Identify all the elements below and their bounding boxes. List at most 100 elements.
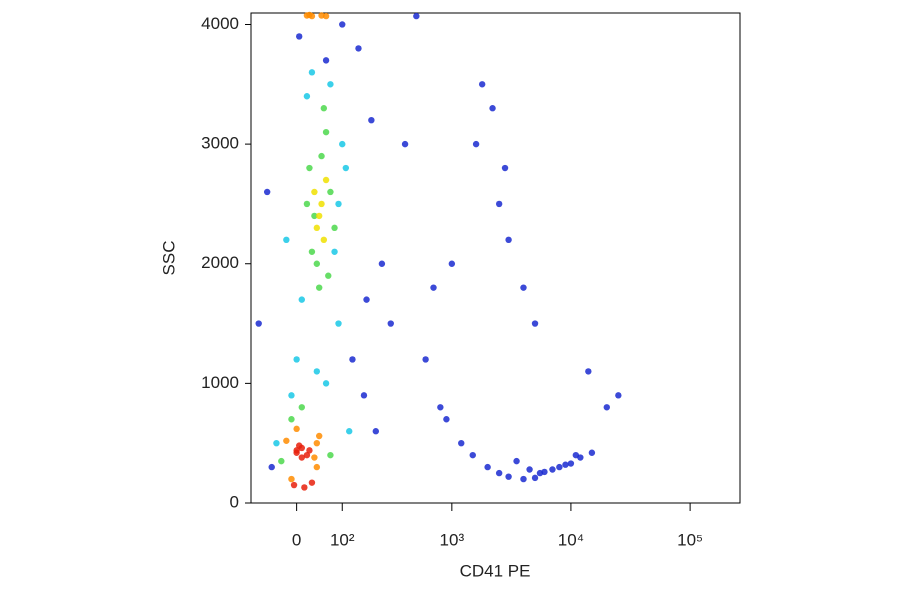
event-point bbox=[298, 454, 305, 461]
event-point bbox=[562, 461, 569, 468]
event-point bbox=[316, 284, 323, 291]
event-point bbox=[322, 128, 330, 136]
event-point bbox=[278, 457, 285, 465]
event-point bbox=[495, 200, 503, 208]
event-point bbox=[306, 164, 313, 172]
event-point bbox=[303, 200, 311, 208]
event-point bbox=[469, 451, 476, 459]
x-tick-label: 0 bbox=[292, 530, 301, 549]
event-point bbox=[311, 454, 318, 461]
event-point bbox=[322, 12, 330, 20]
event-point bbox=[505, 473, 512, 480]
event-point bbox=[437, 404, 444, 411]
event-point bbox=[520, 475, 527, 483]
x-tick-label: 10⁵ bbox=[677, 530, 703, 549]
event-point bbox=[368, 116, 375, 124]
event-point bbox=[531, 320, 539, 327]
event-point bbox=[320, 236, 328, 244]
event-point bbox=[290, 481, 298, 489]
event-point bbox=[273, 439, 280, 447]
event-point bbox=[263, 188, 271, 196]
event-point bbox=[585, 368, 592, 375]
event-point bbox=[505, 236, 512, 244]
event-point bbox=[303, 93, 311, 100]
y-tick-label: 2000 bbox=[201, 253, 239, 272]
event-point bbox=[430, 284, 437, 291]
event-point bbox=[484, 463, 491, 471]
event-point bbox=[513, 457, 520, 465]
event-point bbox=[531, 474, 539, 482]
plot-frame bbox=[250, 12, 741, 504]
event-point bbox=[501, 164, 509, 172]
event-point bbox=[296, 442, 303, 449]
event-point bbox=[255, 320, 262, 327]
x-tick-label: 10² bbox=[330, 530, 355, 549]
event-point bbox=[413, 12, 420, 20]
event-point bbox=[363, 296, 370, 303]
event-point bbox=[325, 272, 332, 279]
event-point bbox=[603, 404, 610, 411]
event-point bbox=[346, 428, 353, 435]
event-point bbox=[327, 81, 334, 88]
event-point bbox=[313, 439, 321, 447]
event-point bbox=[335, 200, 342, 208]
event-point bbox=[318, 200, 325, 208]
y-tick-label: 1000 bbox=[201, 373, 239, 392]
event-point bbox=[526, 466, 533, 473]
event-point bbox=[422, 356, 429, 363]
event-point bbox=[303, 451, 311, 459]
event-point bbox=[322, 176, 330, 184]
event-point bbox=[372, 428, 380, 435]
event-point bbox=[556, 463, 563, 471]
event-point bbox=[322, 380, 330, 387]
event-point bbox=[349, 356, 356, 363]
event-point bbox=[308, 248, 316, 255]
event-point bbox=[298, 404, 305, 411]
event-point bbox=[549, 466, 556, 473]
x-tick-label: 10³ bbox=[440, 530, 465, 549]
event-point bbox=[339, 21, 346, 28]
event-point bbox=[588, 449, 596, 456]
event-point bbox=[298, 296, 305, 303]
x-tick-label: 10⁴ bbox=[558, 530, 584, 549]
event-point bbox=[495, 469, 503, 477]
event-point bbox=[448, 260, 456, 267]
event-point bbox=[331, 224, 338, 232]
y-tick-label: 0 bbox=[230, 492, 239, 511]
event-point bbox=[316, 212, 323, 220]
event-point bbox=[331, 248, 338, 255]
event-point bbox=[318, 152, 325, 160]
event-point bbox=[443, 416, 450, 423]
event-point bbox=[322, 57, 330, 64]
event-point bbox=[342, 164, 350, 172]
y-axis-label: SSC bbox=[159, 241, 178, 276]
event-point bbox=[327, 451, 334, 459]
event-point bbox=[615, 392, 622, 399]
event-point bbox=[293, 447, 300, 454]
event-point bbox=[520, 284, 527, 291]
event-point bbox=[313, 463, 321, 471]
event-point bbox=[478, 81, 486, 88]
event-point bbox=[320, 105, 328, 112]
y-tick-label: 3000 bbox=[201, 134, 239, 153]
event-point bbox=[335, 320, 342, 327]
event-point bbox=[283, 236, 290, 244]
event-point bbox=[313, 260, 321, 267]
event-point bbox=[293, 356, 300, 363]
event-point bbox=[355, 45, 362, 52]
event-point bbox=[311, 212, 318, 220]
event-point bbox=[313, 224, 321, 232]
event-point bbox=[327, 188, 334, 196]
event-point bbox=[311, 188, 318, 196]
event-point bbox=[301, 484, 308, 491]
event-point bbox=[293, 425, 300, 433]
event-point bbox=[288, 392, 295, 399]
event-point bbox=[308, 69, 316, 76]
event-point bbox=[268, 463, 275, 471]
event-point bbox=[378, 260, 386, 267]
event-point bbox=[472, 140, 480, 148]
event-point bbox=[308, 479, 316, 486]
event-point bbox=[536, 469, 544, 477]
event-point bbox=[458, 439, 465, 447]
event-point bbox=[489, 105, 496, 112]
